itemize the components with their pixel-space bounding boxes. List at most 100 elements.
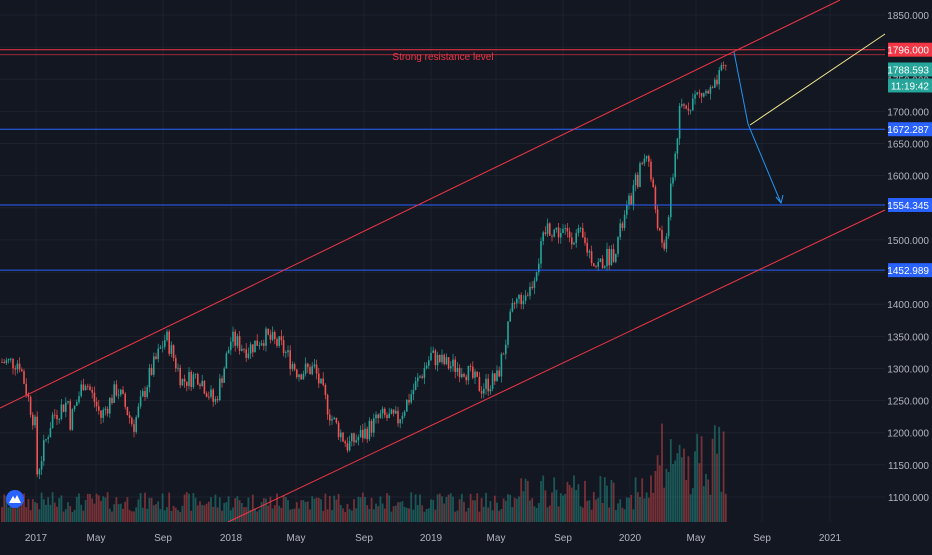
candle-body bbox=[542, 232, 544, 242]
volume-bar bbox=[260, 502, 263, 522]
candle-body bbox=[535, 272, 538, 281]
y-tick-label: 1600.000 bbox=[887, 172, 929, 183]
volume-bar bbox=[724, 493, 727, 522]
volume-bar bbox=[460, 493, 463, 522]
candle-body bbox=[423, 368, 426, 378]
volume-bar bbox=[78, 493, 80, 522]
candle-body bbox=[304, 363, 307, 374]
candle-body bbox=[546, 223, 549, 234]
candle-body bbox=[654, 186, 657, 210]
candle-body bbox=[296, 369, 298, 378]
candle-body bbox=[287, 350, 289, 353]
x-tick-label: 2018 bbox=[220, 533, 243, 544]
candle-body bbox=[43, 440, 45, 462]
volume-bar bbox=[295, 502, 298, 522]
candle-body bbox=[527, 295, 529, 297]
candle-body bbox=[522, 300, 525, 305]
candle-body bbox=[538, 263, 540, 273]
volume-bar bbox=[628, 497, 630, 522]
candle-body bbox=[157, 348, 159, 359]
volume-bar bbox=[474, 500, 476, 522]
volume-bar bbox=[595, 499, 597, 522]
candle-body bbox=[366, 428, 368, 440]
volume-bar bbox=[234, 498, 237, 522]
candle-body bbox=[265, 328, 267, 346]
candle-body bbox=[577, 228, 580, 234]
volume-bar bbox=[150, 497, 153, 522]
candle-body bbox=[71, 409, 74, 430]
volume-bar bbox=[529, 500, 531, 522]
volume-bar bbox=[694, 451, 696, 522]
volume-bar bbox=[416, 505, 419, 522]
volume-bar bbox=[403, 506, 406, 522]
volume-bar bbox=[177, 510, 179, 522]
volume-bar bbox=[62, 511, 65, 522]
candle-body bbox=[379, 413, 382, 419]
candle-body bbox=[355, 440, 357, 443]
candle-body bbox=[120, 389, 122, 395]
candle-body bbox=[344, 441, 346, 444]
volume-bar bbox=[588, 500, 591, 522]
volume-bar bbox=[364, 496, 366, 522]
candle-body bbox=[159, 347, 162, 349]
candle-body bbox=[252, 344, 254, 353]
volume-bar bbox=[577, 484, 580, 522]
volume-bar bbox=[441, 496, 443, 522]
logo-icon[interactable] bbox=[6, 490, 24, 508]
volume-bar bbox=[172, 505, 175, 522]
volume-bar bbox=[304, 501, 307, 522]
volume-bar bbox=[540, 480, 542, 522]
volume-bar bbox=[199, 501, 201, 522]
volume-bar bbox=[676, 453, 679, 522]
volume-bar bbox=[397, 502, 399, 522]
volume-bar bbox=[232, 507, 234, 522]
volume-bar bbox=[291, 509, 294, 522]
candle-body bbox=[359, 429, 362, 438]
candle-body bbox=[203, 380, 206, 394]
candle-body bbox=[540, 241, 542, 264]
volume-bar bbox=[254, 508, 256, 522]
volume-bar bbox=[271, 508, 274, 522]
volume-bar bbox=[438, 493, 441, 522]
volume-bar bbox=[555, 489, 558, 522]
volume-bar bbox=[401, 501, 404, 522]
candle-body bbox=[557, 227, 560, 238]
volume-bar bbox=[205, 503, 208, 522]
volume-bar bbox=[353, 499, 355, 522]
candle-body bbox=[472, 366, 474, 378]
volume-bar bbox=[617, 503, 619, 522]
volume-bar bbox=[93, 503, 96, 522]
volume-bar bbox=[445, 496, 448, 522]
volume-bar bbox=[322, 510, 325, 522]
candle-body bbox=[188, 371, 190, 386]
candle-body bbox=[531, 286, 533, 289]
candle-body bbox=[212, 389, 214, 402]
candle-body bbox=[245, 349, 247, 358]
candle-body bbox=[25, 383, 27, 395]
candle-body bbox=[436, 354, 439, 366]
volume-bar bbox=[634, 477, 637, 522]
candle-body bbox=[27, 394, 30, 397]
candle-body bbox=[489, 388, 492, 392]
candle-body bbox=[21, 369, 23, 372]
volume-bar bbox=[502, 498, 505, 522]
volume-bar bbox=[342, 508, 344, 522]
volume-bar bbox=[570, 487, 573, 522]
candle-body bbox=[254, 340, 256, 353]
candle-body bbox=[7, 359, 10, 361]
candle-body bbox=[221, 378, 223, 383]
volume-bar bbox=[650, 475, 652, 522]
candle-body bbox=[320, 378, 322, 384]
candle-body bbox=[696, 92, 698, 95]
candle-body bbox=[483, 388, 485, 394]
candle-body bbox=[197, 374, 199, 385]
candle-body bbox=[500, 353, 503, 377]
volume-bar bbox=[339, 504, 342, 522]
volume-bar bbox=[27, 498, 30, 522]
candle-body bbox=[447, 357, 450, 369]
candle-body bbox=[390, 409, 393, 414]
candle-body bbox=[593, 263, 595, 267]
volume-bar bbox=[47, 497, 50, 522]
